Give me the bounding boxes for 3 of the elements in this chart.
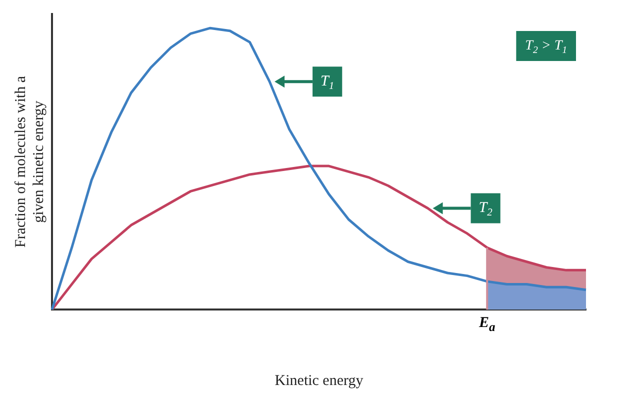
y-axis-title: Fraction of molecules with a given kinetic energy [12,76,47,248]
x-axis-title: Kinetic energy [274,372,364,389]
text: E$_{a}$ [478,314,496,334]
